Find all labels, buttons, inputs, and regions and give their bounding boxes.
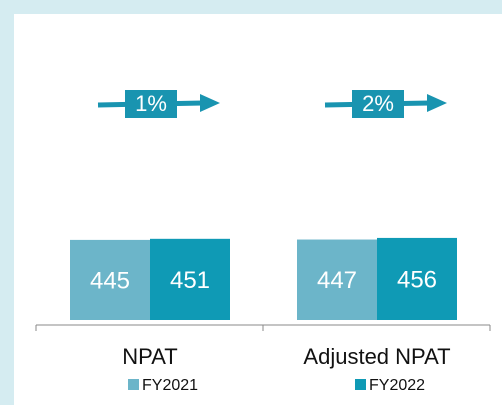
annotation-label: 1% bbox=[135, 91, 167, 116]
bar bbox=[70, 239, 150, 320]
legend-label: FY2021 bbox=[142, 377, 198, 394]
annotation-box bbox=[352, 90, 404, 118]
annotation-arrowhead bbox=[200, 94, 220, 112]
annotation-label: 2% bbox=[362, 91, 394, 116]
legend-swatch bbox=[355, 379, 366, 390]
legend-label: FY2022 bbox=[369, 377, 425, 394]
x-tick-label: Adjusted NPAT bbox=[303, 344, 450, 369]
value-label: 451 bbox=[170, 267, 210, 294]
value-label: 445 bbox=[90, 267, 130, 294]
value-label: 447 bbox=[317, 267, 357, 294]
bar bbox=[377, 237, 457, 320]
panel bbox=[14, 14, 502, 405]
annotation-arrowhead bbox=[427, 94, 447, 112]
x-tick-label: NPAT bbox=[122, 344, 177, 369]
annotation-box bbox=[125, 90, 177, 118]
bar bbox=[297, 239, 377, 320]
value-label: 456 bbox=[397, 266, 437, 293]
bar bbox=[150, 238, 230, 320]
legend-swatch bbox=[128, 379, 139, 390]
